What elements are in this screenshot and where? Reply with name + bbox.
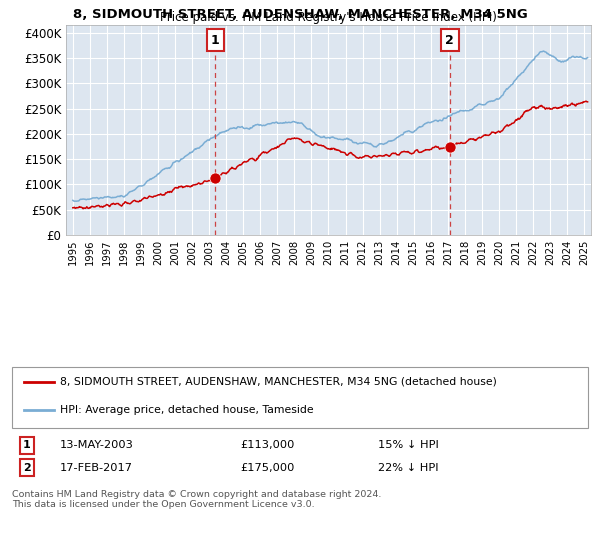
Title: Price paid vs. HM Land Registry's House Price Index (HPI): Price paid vs. HM Land Registry's House … (160, 11, 497, 24)
Text: 1: 1 (23, 440, 31, 450)
Text: £175,000: £175,000 (240, 463, 295, 473)
Text: 8, SIDMOUTH STREET, AUDENSHAW, MANCHESTER, M34 5NG (detached house): 8, SIDMOUTH STREET, AUDENSHAW, MANCHESTE… (60, 377, 497, 387)
Text: 17-FEB-2017: 17-FEB-2017 (60, 463, 133, 473)
Text: 22% ↓ HPI: 22% ↓ HPI (378, 463, 439, 473)
Text: Contains HM Land Registry data © Crown copyright and database right 2024.
This d: Contains HM Land Registry data © Crown c… (12, 490, 382, 510)
Text: 1: 1 (211, 34, 220, 47)
Text: £113,000: £113,000 (240, 440, 295, 450)
Text: 2: 2 (23, 463, 31, 473)
Text: 15% ↓ HPI: 15% ↓ HPI (378, 440, 439, 450)
Text: 2: 2 (445, 34, 454, 47)
Text: 8, SIDMOUTH STREET, AUDENSHAW, MANCHESTER, M34 5NG: 8, SIDMOUTH STREET, AUDENSHAW, MANCHESTE… (73, 8, 527, 21)
Text: 13-MAY-2003: 13-MAY-2003 (60, 440, 134, 450)
Text: HPI: Average price, detached house, Tameside: HPI: Average price, detached house, Tame… (60, 405, 314, 415)
